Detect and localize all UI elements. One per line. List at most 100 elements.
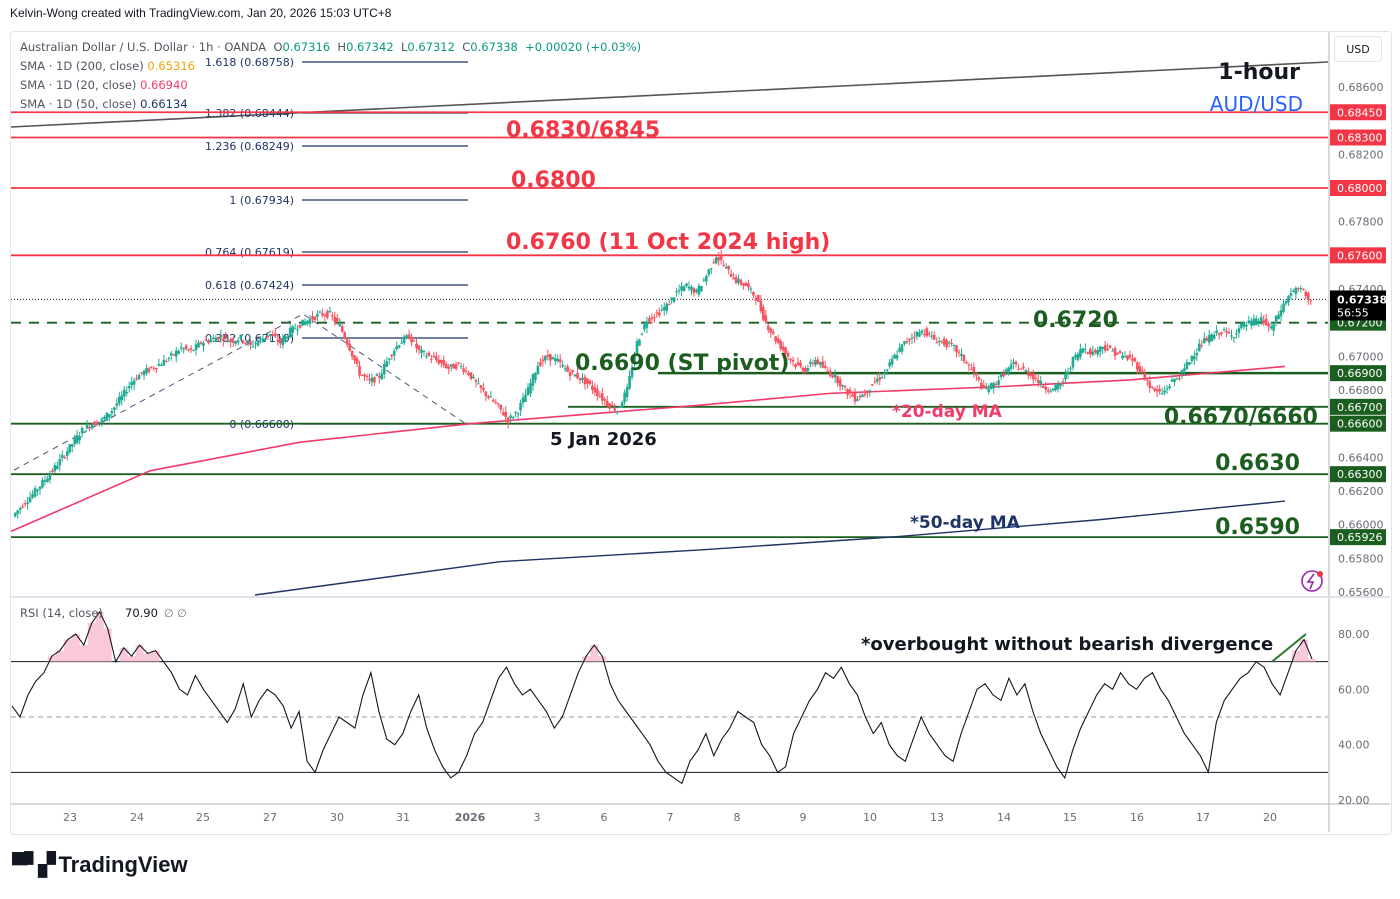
candle-up <box>234 341 238 344</box>
rsi-line[interactable] <box>11 610 1313 785</box>
candle-up <box>157 363 161 366</box>
price-axis-tick: 0.65600 <box>1338 586 1384 599</box>
price-level-badge <box>1330 180 1386 196</box>
candle-down <box>950 342 953 345</box>
candle-down <box>88 427 91 429</box>
rsi-trend-line[interactable] <box>1271 633 1307 663</box>
candle-down <box>340 326 344 332</box>
candle-up <box>1282 303 1285 313</box>
candle-up <box>46 478 49 483</box>
candle-down <box>913 336 916 338</box>
candle-up <box>43 480 47 482</box>
candle-up <box>115 403 119 406</box>
candle-up <box>194 344 198 351</box>
price-level-badge-text: 0.66700 <box>1337 401 1383 414</box>
candle-up <box>177 351 181 354</box>
candle-up <box>1168 386 1171 389</box>
candle-down <box>487 396 490 398</box>
candle-down <box>568 372 572 377</box>
candle-up <box>677 290 681 292</box>
support-label-0.6590: 0.6590 <box>1215 515 1300 540</box>
candle-down <box>484 391 488 397</box>
candle-up <box>672 297 676 302</box>
candle-down <box>977 377 981 380</box>
candle-up <box>254 343 257 345</box>
candle-up <box>1076 353 1080 361</box>
candle-down <box>442 360 446 366</box>
sma200-trend-line[interactable] <box>10 61 1329 128</box>
candle-up <box>108 414 111 418</box>
rsi-legend-label[interactable]: RSI (14, close) <box>20 606 103 620</box>
high-value: 0.67342 <box>346 40 394 54</box>
candle-down <box>940 340 943 342</box>
candle-down <box>51 470 54 472</box>
candle-down <box>873 381 877 383</box>
sma50-line[interactable] <box>254 500 1286 596</box>
candle-down <box>650 317 654 319</box>
alert-icon[interactable] <box>1301 570 1323 592</box>
support-label-0.6630: 0.6630 <box>1215 451 1300 476</box>
close-value: 0.67338 <box>470 40 518 54</box>
candle-down <box>432 355 436 358</box>
candle-up <box>209 339 213 343</box>
candle-up <box>1274 315 1278 324</box>
price-level-badge-text: 0.67600 <box>1337 249 1383 262</box>
candle-down <box>823 365 827 368</box>
candle-up <box>1237 328 1241 333</box>
candle-up <box>226 341 230 343</box>
candle-up <box>814 360 817 365</box>
sma50-legend[interactable]: SMA · 1D (50, close) 0.66134 <box>20 97 188 111</box>
candle-up <box>630 368 634 378</box>
candle-up <box>1287 295 1290 303</box>
candle-down <box>506 417 510 424</box>
candle-down <box>729 273 733 277</box>
candle-down <box>732 277 735 280</box>
candle-down <box>1302 288 1305 290</box>
candle-up <box>526 387 530 396</box>
candle-up <box>338 324 342 327</box>
candle-down <box>848 389 852 394</box>
tradingview-logo-icon: ▀▘▞ <box>12 852 55 877</box>
candle-up <box>308 318 312 324</box>
sma20-line[interactable] <box>10 365 1286 533</box>
candle-up <box>33 488 37 497</box>
candle-up <box>38 486 42 490</box>
candle-up <box>113 407 116 411</box>
candle-up <box>861 394 864 398</box>
candle-up <box>662 306 666 311</box>
candle-down <box>655 312 659 314</box>
candle-down <box>1128 354 1132 358</box>
candle-up <box>563 368 567 370</box>
candle-down <box>1150 386 1154 388</box>
candle-down <box>1116 353 1119 355</box>
candle-up <box>1004 369 1008 372</box>
candle-down <box>378 375 381 379</box>
candle-down <box>435 356 438 361</box>
currency-button[interactable]: USD <box>1334 36 1382 62</box>
candle-up <box>489 396 493 398</box>
candle-down <box>771 331 775 334</box>
sma200-legend[interactable]: SMA · 1D (200, close) 0.65316 <box>20 59 195 73</box>
candle-down <box>828 371 832 376</box>
candle-up <box>182 348 185 350</box>
tradingview-logo[interactable]: ▀▘▞ TradingView <box>12 852 188 877</box>
pivot-label-0.6690: 0.6690 (ST pivot) <box>575 351 789 376</box>
candle-down <box>667 304 671 306</box>
candle-up <box>1257 320 1261 322</box>
candle-down <box>335 317 339 322</box>
sma20-legend[interactable]: SMA · 1D (20, close) 0.66940 <box>20 78 188 92</box>
countdown-timer: 56:55 <box>1337 306 1369 319</box>
rsi-legend-value: 70.90 <box>125 606 158 620</box>
candle-down <box>430 358 433 360</box>
candle-up <box>103 416 106 419</box>
candle-up <box>581 377 584 380</box>
candle-down <box>204 339 208 341</box>
candle-up <box>1098 346 1102 352</box>
candle-up <box>1079 349 1082 358</box>
candle-down <box>853 392 857 402</box>
candle-up <box>1193 356 1196 360</box>
time-axis-tick: 3 <box>534 811 541 824</box>
candle-down <box>945 340 948 348</box>
price-level-badge <box>1330 247 1386 264</box>
